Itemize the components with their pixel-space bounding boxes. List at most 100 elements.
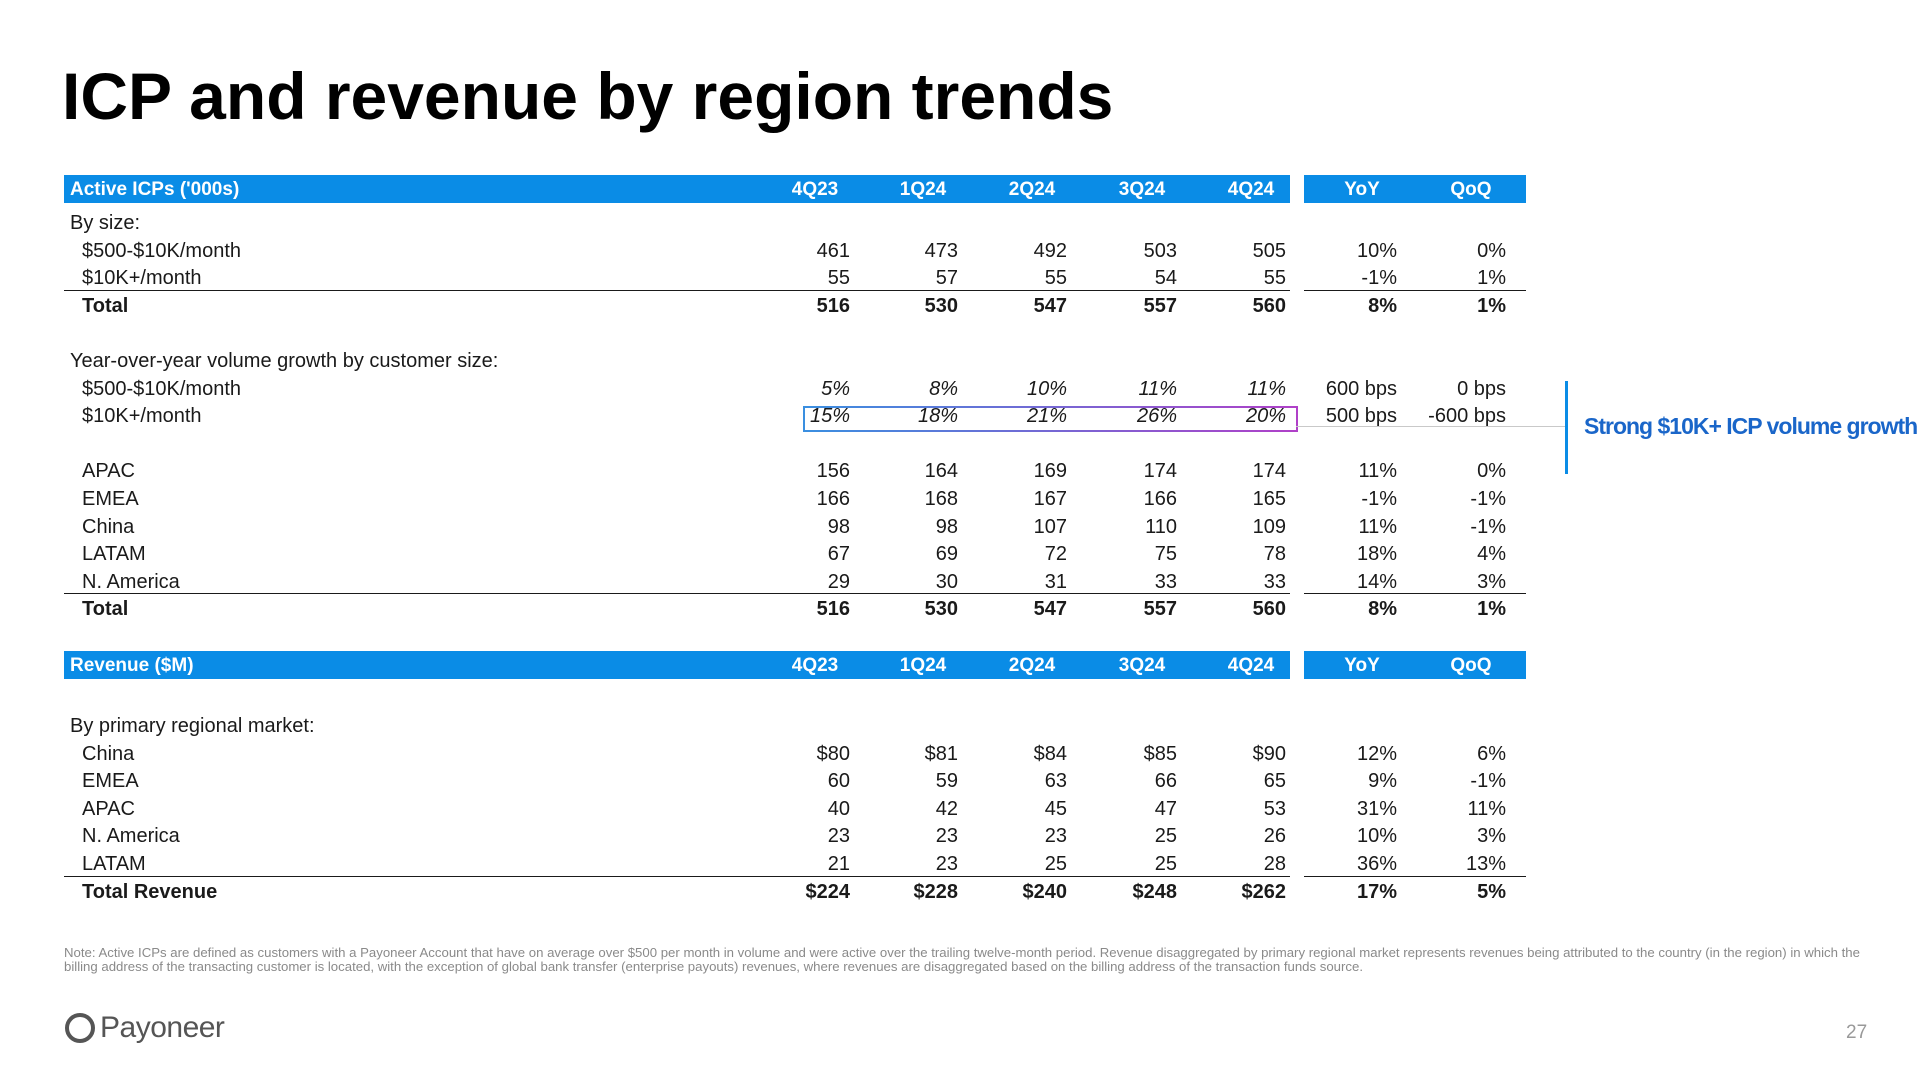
cell-value: 473 [924,239,958,262]
cell-qoq: 0% [1477,239,1506,262]
cell-value: $262 [1241,880,1287,903]
cell-value: 69 [935,543,958,566]
cell-yoy: 11% [1358,460,1397,483]
table-row: EMEA 166 168 167 166 165 -1% -1% [64,485,1526,513]
cell-qoq: 4% [1477,543,1506,566]
table-row: LATAM 21 23 25 25 28 36% 13% [64,850,1526,878]
cell-value: $248 [1132,880,1178,903]
col-header: 2Q24 [1008,655,1056,676]
section-label-row: By primary regional market: [64,712,1526,740]
row-label: LATAM [82,543,146,566]
cell-value: 26 [1263,825,1286,848]
table-row: APAC 156 164 169 174 174 11% 0% [64,457,1526,485]
row-label: $500-$10K/month [82,239,242,262]
header-bar-main [64,651,1290,679]
total-rule [1304,593,1526,595]
cell-value: 55 [1044,267,1067,290]
row-label: Total [82,294,129,317]
payoneer-ring-icon [65,1013,95,1043]
cell-yoy: 17% [1356,880,1397,903]
cell-qoq: 0 bps [1457,377,1506,400]
row-label: EMEA [82,770,139,793]
cell-value: 530 [924,294,958,317]
cell-yoy: 8% [1368,294,1397,317]
payoneer-logo: Payoneer [64,1010,225,1046]
cell-value: 166 [1143,487,1177,510]
total-rule [64,875,1290,877]
col-header: 4Q24 [1227,179,1275,200]
cell-value: 547 [1033,598,1067,621]
cell-value: 165 [1252,487,1286,510]
cell-value: 8% [929,377,958,400]
cell-value: 166 [816,487,850,510]
cell-qoq: 1% [1477,294,1506,317]
table-row: China $80 $81 $84 $85 $90 12% 6% [64,740,1526,768]
row-label: Total [82,598,129,621]
cell-value: 60 [827,770,850,793]
table-row: $500-$10K/month 5% 8% 10% 11% 11% 600 bps 0 bps [64,375,1526,403]
cell-value: 530 [924,598,958,621]
cell-value: $85 [1143,742,1177,765]
growth-highlight-box [803,406,1298,432]
cell-value: 78 [1263,543,1286,566]
header-bar-main [64,175,1290,203]
cell-value: 33 [1154,570,1177,593]
cell-value: 54 [1154,267,1177,290]
cell-value: 557 [1143,294,1177,317]
cell-value: 98 [827,515,850,538]
cell-value: 516 [816,294,850,317]
cell-value: 167 [1033,487,1067,510]
cell-value: 65 [1263,770,1286,793]
revenue-header-row: Revenue ($M) 4Q23 1Q24 2Q24 3Q24 4Q24 Yo… [64,651,1526,679]
cell-value: 560 [1252,598,1286,621]
cell-yoy: 12% [1356,742,1397,765]
col-header-qoq: QoQ [1450,179,1492,200]
cell-value: 33 [1263,570,1286,593]
cell-value: 560 [1252,294,1286,317]
cell-qoq: -1% [1470,515,1506,538]
cell-value: 168 [924,487,958,510]
cell-value: 30 [935,570,958,593]
logo-text: Payoneer [100,1011,225,1044]
col-header: 4Q23 [791,179,839,200]
table-row: China 98 98 107 110 109 11% -1% [64,513,1526,541]
cell-value: $81 [924,742,958,765]
cell-qoq: 1% [1477,598,1506,621]
cell-value: 23 [935,852,958,875]
cell-value: 75 [1154,543,1177,566]
col-header: 3Q24 [1118,655,1166,676]
cell-qoq: 0% [1477,460,1506,483]
cell-value: 505 [1252,239,1286,262]
section-label-row: By size: [64,209,1526,237]
cell-value: 5% [821,377,850,400]
cell-qoq: 5% [1477,880,1506,903]
cell-value: 23 [1044,825,1067,848]
row-label: $10K+/month [82,267,202,290]
cell-value: 40 [827,797,850,820]
col-header: 4Q23 [791,655,839,676]
revenue-header-title: Revenue ($M) [70,655,194,676]
table-row: LATAM 67 69 72 75 78 18% 4% [64,540,1526,568]
col-header: 1Q24 [899,179,947,200]
row-label: EMEA [82,487,139,510]
cell-value: 25 [1154,852,1177,875]
section-label: Year-over-year volume growth by customer… [70,349,499,372]
cell-yoy: 31% [1356,797,1397,820]
col-header: 3Q24 [1118,179,1166,200]
header-bar-change [1304,175,1526,203]
cell-yoy: 500 bps [1325,405,1397,428]
cell-yoy: -1% [1361,267,1397,290]
cell-value: $84 [1033,742,1067,765]
cell-value: 57 [935,267,958,290]
col-header-yoy: YoY [1344,179,1380,200]
total-row: Total 516 530 547 557 560 8% 1% [64,595,1526,623]
section-label: By primary regional market: [70,715,315,737]
cell-value: 67 [827,543,850,566]
cell-value: 23 [935,825,958,848]
col-header-qoq: QoQ [1450,655,1492,676]
row-label: APAC [82,797,135,820]
cell-value: 47 [1154,797,1177,820]
cell-value: 107 [1033,515,1067,538]
cell-value: 63 [1044,770,1067,793]
page-title: ICP and revenue by region trends [62,59,1114,133]
